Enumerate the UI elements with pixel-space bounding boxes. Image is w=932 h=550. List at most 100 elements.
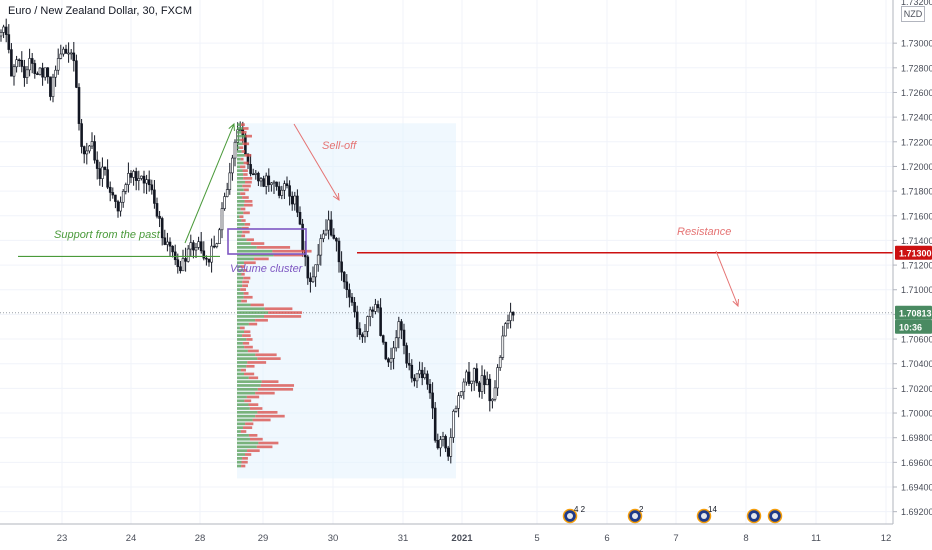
volume-bar-up: [237, 249, 273, 253]
event-marker[interactable]: 4 2: [562, 505, 586, 524]
candle-body: [176, 259, 180, 268]
candle-body: [504, 323, 507, 337]
resistance-price-badge: 1.71300: [899, 248, 932, 258]
volume-bar-down: [244, 153, 252, 157]
event-marker[interactable]: [767, 508, 783, 524]
candle-body: [220, 208, 224, 231]
volume-bar-up: [237, 384, 261, 387]
candle-body: [493, 387, 497, 400]
volume-bar-down: [249, 437, 263, 441]
volume-bar-up: [237, 395, 247, 399]
candle-body: [251, 173, 255, 176]
candle-body: [267, 175, 271, 185]
candle-body: [285, 183, 289, 186]
x-tick-label: 24: [126, 533, 137, 544]
candle-body: [387, 358, 390, 363]
volume-bar-up: [237, 134, 246, 138]
flag-center-icon: [567, 513, 573, 519]
volume-bar-down: [241, 460, 248, 464]
volume-cluster-box[interactable]: [227, 228, 307, 255]
volume-bar-up: [237, 441, 259, 445]
candle-body: [181, 258, 185, 272]
volume-bar-down: [248, 322, 258, 326]
candle-body: [436, 440, 440, 449]
candle-body: [4, 26, 8, 35]
volume-bar-down: [245, 134, 252, 138]
candle-body: [361, 334, 364, 338]
y-tick-label: 1.70000: [901, 409, 932, 419]
volume-bar-up: [237, 295, 244, 299]
candle-body: [270, 182, 273, 185]
volume-bar-down: [242, 127, 249, 130]
candle-body: [108, 186, 112, 193]
volume-bar-down: [242, 230, 250, 234]
candle-body: [28, 58, 31, 71]
volume-bar-down: [257, 387, 294, 391]
volume-bar-up: [237, 269, 244, 272]
candle-body: [428, 383, 432, 394]
support-label: Support from the past: [54, 229, 161, 241]
volume-bar-up: [237, 223, 245, 226]
candle-body: [106, 169, 109, 188]
candle-body: [129, 173, 133, 178]
support-arrow: [184, 123, 235, 244]
candle-body: [470, 380, 473, 384]
candle-body: [23, 66, 26, 78]
candle-body: [413, 377, 416, 382]
candle-body: [280, 189, 284, 196]
volume-bar-up: [237, 203, 244, 207]
event-marker[interactable]: [746, 508, 762, 524]
candle-body: [366, 316, 369, 332]
candle-body: [501, 335, 505, 358]
volume-bar-down: [242, 334, 251, 337]
volume-bar-down: [243, 161, 249, 165]
event-marker[interactable]: 14: [696, 505, 718, 524]
candle-body: [85, 150, 89, 155]
currency-button[interactable]: NZD: [901, 6, 925, 22]
volume-bar-down: [243, 173, 248, 176]
volume-bar-up: [237, 219, 242, 222]
x-tick-label: 31: [398, 533, 409, 544]
volume-bar-up: [237, 200, 245, 203]
candle-body: [49, 76, 52, 97]
volume-bar-down: [247, 349, 259, 353]
flag-center-icon: [632, 513, 638, 519]
candle-body: [116, 201, 120, 212]
y-tick-label: 1.73000: [901, 39, 932, 49]
volume-bar-up: [237, 391, 256, 395]
candle-body: [205, 257, 208, 260]
y-tick-label: 1.70600: [901, 335, 932, 345]
candle-body: [163, 237, 167, 245]
candle-body: [197, 241, 200, 248]
current-price-badge: 1.70813: [899, 308, 932, 318]
volume-bar-up: [237, 322, 249, 326]
candle-body: [439, 439, 442, 449]
candle-body: [173, 251, 177, 261]
candle-body: [134, 171, 138, 181]
candle-body: [210, 245, 213, 263]
event-count-label: 2: [639, 505, 644, 514]
volume-bar-up: [237, 453, 245, 456]
current-price-badge-bg: [895, 305, 932, 320]
volume-bar-down: [242, 142, 250, 146]
candle-body: [277, 186, 281, 196]
volume-bar-down: [255, 353, 277, 357]
x-tick-label: 2021: [451, 533, 473, 544]
candle-body: [43, 67, 47, 78]
volume-bar-up: [237, 399, 245, 403]
volume-bar-up: [237, 238, 247, 242]
volume-bar-down: [242, 457, 248, 460]
y-tick-label: 1.71400: [901, 236, 932, 246]
event-marker[interactable]: 2: [627, 505, 645, 524]
volume-bar-down: [241, 464, 246, 468]
candle-body: [155, 203, 159, 217]
candle-body: [272, 181, 276, 184]
candle-body: [384, 341, 388, 360]
candle-body: [137, 178, 141, 181]
volume-bar-down: [241, 219, 246, 222]
candle-body: [257, 172, 260, 182]
candle-body: [38, 67, 42, 75]
volume-bar-up: [237, 372, 245, 376]
candle-body: [67, 52, 70, 55]
